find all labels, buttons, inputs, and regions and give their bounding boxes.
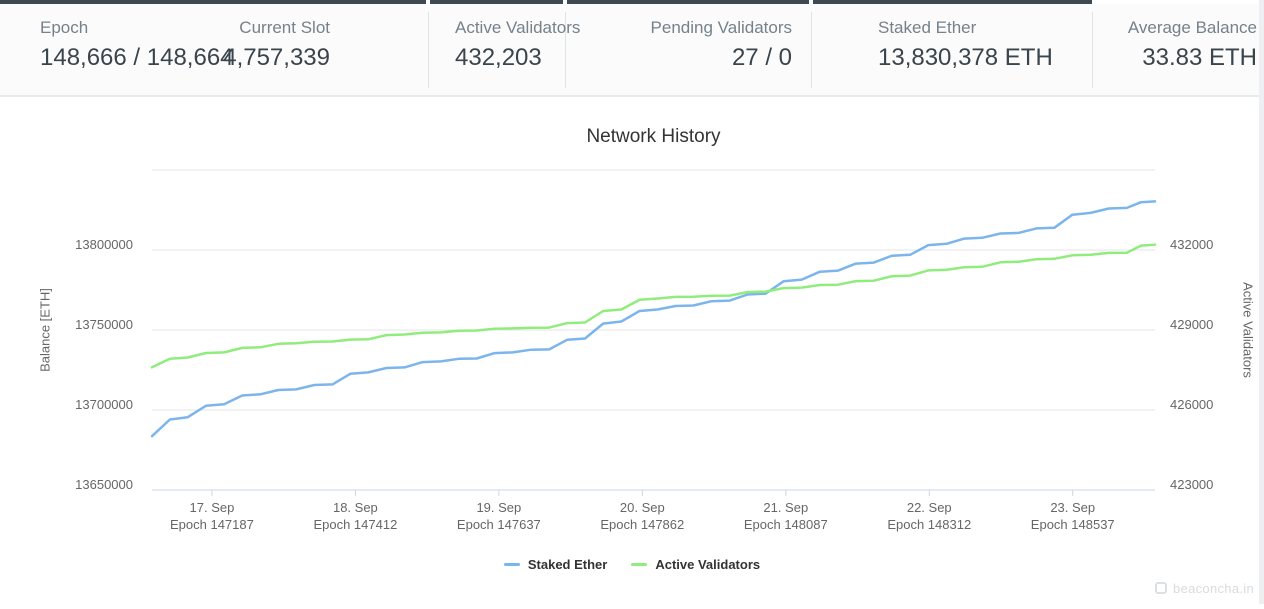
x-tick-epoch: Epoch 147637 — [456, 517, 541, 532]
stat-staked-ether: Staked Ether 13,830,378 ETH — [878, 17, 1053, 73]
legend-item-active-validators[interactable]: Active Validators — [631, 557, 760, 572]
stat-active-validators-value: 432,203 — [455, 44, 542, 71]
stat-divider — [811, 12, 812, 88]
topbar-segment — [430, 0, 563, 4]
x-tick-date: 22. Sep — [906, 500, 952, 515]
x-tick-label: 23. Sep Epoch 148537 — [1003, 499, 1143, 533]
y-tick-label-left: 13750000 — [75, 317, 133, 332]
chart-legend: Staked Ether Active Validators — [0, 554, 1264, 574]
x-tick-label: 21. Sep Epoch 148087 — [716, 499, 856, 533]
stat-current-slot-label: Current Slot — [239, 18, 330, 37]
y-tick-label-left: 13800000 — [75, 237, 133, 252]
watermark: beaconcha.in — [1155, 578, 1254, 598]
chart-title: Network History — [586, 126, 721, 147]
network-history-chart: Network History Balance [ETH] Active Val… — [0, 99, 1264, 604]
beaconchain-logo-icon — [1155, 582, 1168, 594]
chart-plot-area — [150, 169, 1157, 496]
topbar-segment — [813, 0, 1092, 4]
stat-divider — [428, 12, 429, 88]
stat-average-balance-value: 33.83 ETH — [1142, 44, 1257, 71]
x-tick-date: 23. Sep — [1050, 500, 1096, 515]
x-tick-date: 18. Sep — [332, 500, 378, 515]
stat-current-slot: Current Slot 4,757,339 — [178, 17, 330, 73]
x-tick-epoch: Epoch 147187 — [170, 517, 254, 532]
x-tick-epoch: Epoch 147412 — [313, 517, 398, 532]
active-validators-line-icon — [631, 562, 648, 566]
x-tick-label: 17. Sep Epoch 147187 — [142, 499, 282, 533]
y-tick-label-right: 432000 — [1170, 237, 1214, 252]
stat-pending-validators-label: Pending Validators — [650, 18, 792, 37]
stat-staked-ether-value: 13,830,378 ETH — [878, 44, 1053, 71]
stat-staked-ether-label: Staked Ether — [878, 18, 977, 37]
series-line-active-validators[interactable] — [150, 243, 1157, 369]
x-tick-label: 18. Sep Epoch 147412 — [285, 499, 425, 533]
legend-label-active-validators: Active Validators — [655, 556, 761, 572]
x-tick-label: 19. Sep Epoch 147637 — [429, 499, 569, 533]
x-tick-date: 17. Sep — [189, 500, 235, 515]
stat-active-validators: Active Validators 432,203 — [455, 17, 580, 73]
x-tick-epoch: Epoch 147862 — [600, 517, 685, 532]
stat-epoch-value: 148,666 / 148,664 — [40, 44, 234, 71]
topbar-segment — [567, 0, 809, 4]
x-tick-date: 19. Sep — [476, 500, 522, 515]
x-tick-epoch: Epoch 148087 — [743, 517, 828, 532]
x-tick-epoch: Epoch 148537 — [1030, 517, 1115, 532]
topbar-segment — [0, 0, 426, 4]
y-tick-label-right: 423000 — [1170, 477, 1214, 492]
stat-divider — [565, 12, 566, 88]
staked-ether-line-icon — [503, 562, 520, 566]
y-tick-label-right: 429000 — [1170, 317, 1214, 332]
stat-pending-validators: Pending Validators 27 / 0 — [620, 17, 792, 73]
x-tick-date: 20. Sep — [619, 500, 665, 515]
network-stats-bar: Epoch 148,666 / 148,664 Current Slot 4,7… — [0, 4, 1264, 97]
stat-average-balance-label: Average Balance — [1127, 18, 1257, 37]
legend-label-staked-ether: Staked Ether — [527, 556, 608, 572]
y-tick-label-left: 13650000 — [75, 477, 133, 492]
series-line-staked-ether[interactable] — [150, 200, 1157, 438]
stat-average-balance: Average Balance 33.83 ETH — [1085, 17, 1257, 73]
stat-current-slot-value: 4,757,339 — [223, 44, 330, 71]
stat-divider — [1092, 12, 1093, 88]
y-tick-label-right: 426000 — [1170, 397, 1214, 412]
x-tick-date: 21. Sep — [763, 500, 809, 515]
x-tick-label: 22. Sep Epoch 148312 — [859, 499, 999, 533]
page-scrollbar[interactable] — [1259, 0, 1264, 604]
y-tick-label-left: 13700000 — [75, 397, 133, 412]
stat-epoch: Epoch 148,666 / 148,664 — [40, 17, 234, 73]
stat-epoch-label: Epoch — [40, 18, 89, 37]
x-tick-label: 20. Sep Epoch 147862 — [572, 499, 712, 533]
legend-item-staked-ether[interactable]: Staked Ether — [503, 556, 608, 572]
x-tick-epoch: Epoch 148312 — [887, 517, 972, 532]
stat-pending-validators-value: 27 / 0 — [731, 44, 792, 71]
stat-active-validators-label: Active Validators — [455, 18, 581, 37]
watermark-text: beaconcha.in — [1173, 580, 1254, 596]
